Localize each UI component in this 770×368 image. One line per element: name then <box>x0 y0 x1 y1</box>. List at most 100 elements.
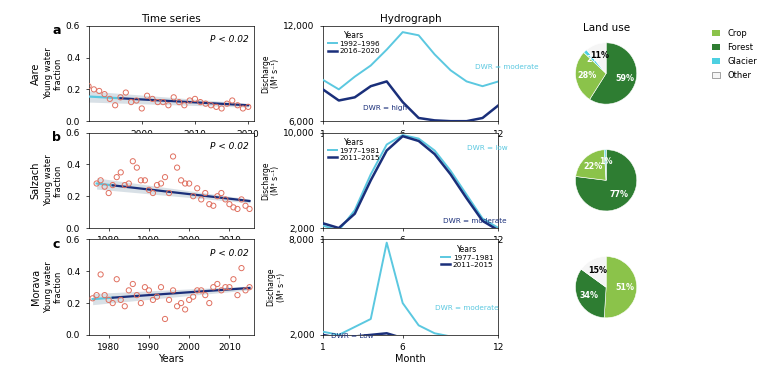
Point <box>199 101 212 107</box>
Point <box>155 181 167 187</box>
Point <box>183 297 196 303</box>
Point <box>90 292 102 298</box>
Text: 59%: 59% <box>615 74 634 83</box>
Point <box>88 86 100 92</box>
Point <box>115 297 127 303</box>
Point <box>207 284 219 290</box>
Point <box>173 99 186 105</box>
Y-axis label: Young water
fraction: Young water fraction <box>44 155 63 206</box>
Point <box>119 182 131 188</box>
Point <box>122 181 135 187</box>
Text: 1%: 1% <box>599 157 612 166</box>
Point <box>93 88 105 94</box>
Point <box>99 184 111 190</box>
Text: 11%: 11% <box>590 51 609 60</box>
Point <box>242 104 254 110</box>
Text: DWR = high: DWR = high <box>363 105 407 111</box>
Point <box>239 203 252 209</box>
Point <box>203 300 216 306</box>
Point <box>115 169 127 175</box>
Point <box>227 204 239 210</box>
Point <box>142 187 155 193</box>
Point <box>167 287 179 293</box>
Point <box>211 281 223 287</box>
Point <box>126 281 139 287</box>
Point <box>152 99 164 105</box>
Text: P < 0.02: P < 0.02 <box>210 142 249 151</box>
Point <box>231 206 243 212</box>
Point <box>191 185 203 191</box>
Point <box>179 181 191 187</box>
Point <box>147 190 159 196</box>
Point <box>167 153 179 159</box>
Text: c: c <box>52 238 59 251</box>
Text: 2%: 2% <box>586 55 600 64</box>
Point <box>109 102 122 108</box>
Point <box>203 201 216 207</box>
Wedge shape <box>604 150 606 180</box>
Text: Aare: Aare <box>31 62 41 85</box>
Text: DWR = Low: DWR = Low <box>331 333 373 339</box>
Legend: 1977–1981, 2011–2015: 1977–1981, 2011–2015 <box>326 136 381 162</box>
Point <box>216 106 228 112</box>
Point <box>221 101 233 107</box>
Point <box>223 284 236 290</box>
Point <box>191 287 203 293</box>
Point <box>146 96 159 102</box>
Wedge shape <box>576 150 606 180</box>
Point <box>239 287 252 293</box>
X-axis label: Years: Years <box>158 354 184 364</box>
Point <box>135 300 147 306</box>
Text: DWR = low: DWR = low <box>467 145 507 151</box>
Text: 77%: 77% <box>609 190 628 199</box>
Point <box>219 284 232 290</box>
Text: 34%: 34% <box>579 291 598 300</box>
Title: Time series: Time series <box>141 14 201 24</box>
Y-axis label: Discharge
(M³ s⁻¹): Discharge (M³ s⁻¹) <box>261 161 280 199</box>
Text: DWR = moderate: DWR = moderate <box>434 305 498 311</box>
Point <box>175 177 187 183</box>
Text: 15%: 15% <box>588 266 607 275</box>
Wedge shape <box>575 150 637 211</box>
Text: DWR = moderate: DWR = moderate <box>474 64 538 70</box>
Point <box>236 197 248 202</box>
Point <box>111 276 123 282</box>
Wedge shape <box>604 256 637 318</box>
Point <box>187 193 199 199</box>
Point <box>130 98 142 103</box>
Point <box>119 303 131 309</box>
Wedge shape <box>584 50 606 74</box>
Point <box>141 93 153 99</box>
Point <box>151 294 163 300</box>
Point <box>111 174 123 180</box>
Point <box>179 307 191 312</box>
Point <box>243 284 256 290</box>
Point <box>119 89 132 95</box>
Point <box>142 287 155 293</box>
Point <box>232 102 244 108</box>
Point <box>215 190 227 196</box>
Point <box>178 102 190 108</box>
Point <box>159 174 171 180</box>
Wedge shape <box>575 269 606 318</box>
Point <box>95 272 107 277</box>
Point <box>236 106 249 112</box>
Point <box>231 292 243 298</box>
Point <box>171 303 183 309</box>
Point <box>171 164 183 170</box>
Point <box>195 197 207 202</box>
Point <box>122 287 135 293</box>
Point <box>102 190 115 196</box>
Point <box>147 297 159 303</box>
Point <box>104 96 116 102</box>
Text: 22%: 22% <box>584 162 603 171</box>
Point <box>226 98 239 103</box>
Text: Morava: Morava <box>31 269 41 305</box>
Point <box>243 206 256 212</box>
Point <box>175 300 187 306</box>
Point <box>168 94 180 100</box>
Point <box>187 294 199 300</box>
Point <box>95 177 107 183</box>
Text: a: a <box>52 24 61 37</box>
Point <box>199 292 212 298</box>
